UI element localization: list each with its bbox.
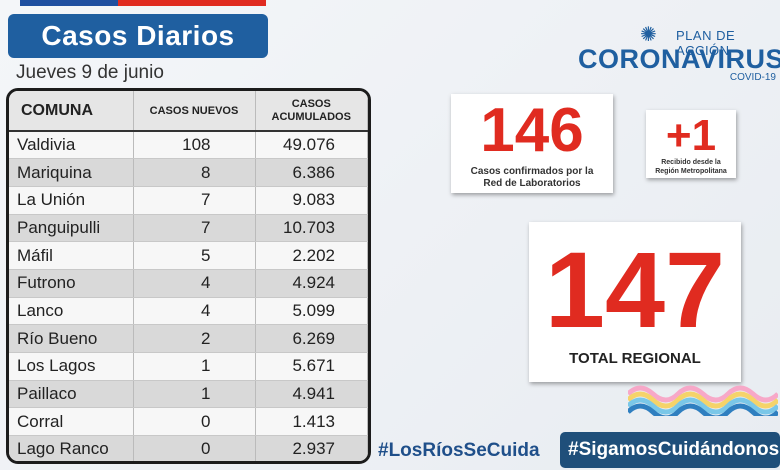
cell-acumulados: 4.924	[255, 269, 368, 298]
cell-acumulados: 10.703	[255, 214, 368, 243]
table-row: Lanco 4 5.099	[9, 297, 368, 326]
cell-nuevos: 4	[133, 269, 256, 298]
cell-comuna: Río Bueno	[9, 324, 134, 353]
cell-acumulados: 49.076	[255, 131, 368, 160]
table-row: Corral 0 1.413	[9, 407, 368, 437]
confirmed-cases-label: Casos confirmados por la Red de Laborato…	[470, 166, 594, 189]
logo-plan-text: PLAN DE ACCIÓN	[676, 28, 736, 58]
cell-comuna: Paillaco	[9, 380, 134, 409]
cases-table: COMUNA CASOS NUEVOS CASOS ACUMULADOS Val…	[6, 88, 371, 464]
table-row: La Unión 7 9.083	[9, 186, 368, 215]
logo-name-text: CORONAVIRUS	[578, 44, 780, 74]
cell-nuevos: 0	[133, 435, 256, 461]
col-comuna: COMUNA	[9, 91, 134, 132]
cell-nuevos: 1	[133, 380, 256, 409]
cell-acumulados: 5.099	[255, 297, 368, 326]
col-casos-nuevos: CASOS NUEVOS	[133, 91, 256, 132]
table-row: Valdivia 108 49.076	[9, 131, 368, 160]
received-cases-number: +1	[665, 111, 717, 160]
cell-comuna: Panguipulli	[9, 214, 134, 243]
cell-acumulados: 6.269	[255, 324, 368, 353]
title-banner: Casos Diarios	[8, 14, 268, 58]
total-regional-number: 147	[544, 229, 726, 350]
cell-nuevos: 7	[133, 214, 256, 243]
cell-comuna: Los Lagos	[9, 352, 134, 381]
cell-nuevos: 8	[133, 158, 256, 187]
coronavirus-logo: ✺ PLAN DE ACCIÓN CORONAVIRUS COVID-19	[578, 20, 780, 84]
cell-nuevos: 5	[133, 241, 256, 270]
col-casos-acumulados: CASOS ACUMULADOS	[255, 91, 368, 132]
total-regional-card: 147 TOTAL REGIONAL	[529, 222, 741, 382]
confirmed-cases-number: 146	[480, 96, 584, 165]
cell-acumulados: 2.937	[255, 435, 368, 461]
cell-comuna: Mariquina	[9, 158, 134, 187]
hashtag-banner: #SigamosCuidándonos	[560, 432, 780, 468]
cell-comuna: Lago Ranco	[9, 435, 134, 461]
confirmed-cases-card: 146 Casos confirmados por la Red de Labo…	[451, 94, 613, 193]
received-cases-card: +1 Recibido desde la Región Metropolitan…	[646, 110, 736, 178]
cell-acumulados: 5.671	[255, 352, 368, 381]
cell-acumulados: 9.083	[255, 186, 368, 215]
total-regional-label: TOTAL REGIONAL	[569, 350, 701, 367]
table-header-row: COMUNA CASOS NUEVOS CASOS ACUMULADOS	[9, 91, 368, 132]
flag-stripe	[20, 0, 266, 6]
received-cases-label: Recibido desde la Región Metropolitana	[655, 159, 727, 175]
table-row: Río Bueno 2 6.269	[9, 324, 368, 353]
hashtag-los-rios: #LosRíosSeCuida	[378, 440, 540, 461]
cell-nuevos: 0	[133, 407, 256, 437]
cell-comuna: Futrono	[9, 269, 134, 298]
cell-nuevos: 7	[133, 186, 256, 215]
report-date: Jueves 9 de junio	[16, 62, 164, 83]
decorative-waves-icon	[628, 385, 778, 416]
cell-comuna: Máfil	[9, 241, 134, 270]
table-row: Los Lagos 1 5.671	[9, 352, 368, 381]
cell-comuna: Lanco	[9, 297, 134, 326]
table-row: Lago Ranco 0 2.937	[9, 435, 368, 461]
table-row: Futrono 4 4.924	[9, 269, 368, 298]
cell-nuevos: 4	[133, 297, 256, 326]
hashtag-sigamos: #SigamosCuidándonos	[568, 439, 780, 460]
table-row: Panguipulli 7 10.703	[9, 214, 368, 243]
table-row: Mariquina 8 6.386	[9, 158, 368, 187]
cell-nuevos: 108	[133, 131, 256, 160]
logo-covid-text: COVID-19	[729, 72, 776, 83]
page-title: Casos Diarios	[41, 20, 235, 51]
cell-acumulados: 6.386	[255, 158, 368, 187]
cell-nuevos: 2	[133, 324, 256, 353]
cell-acumulados: 4.941	[255, 380, 368, 409]
table-row: Máfil 5 2.202	[9, 241, 368, 270]
cell-acumulados: 2.202	[255, 241, 368, 270]
cell-nuevos: 1	[133, 352, 256, 381]
cell-comuna: La Unión	[9, 186, 134, 215]
cell-comuna: Valdivia	[9, 131, 134, 160]
cell-acumulados: 1.413	[255, 407, 368, 437]
sun-icon: ✺	[640, 24, 657, 46]
table-row: Paillaco 1 4.941	[9, 380, 368, 409]
cell-comuna: Corral	[9, 407, 134, 437]
